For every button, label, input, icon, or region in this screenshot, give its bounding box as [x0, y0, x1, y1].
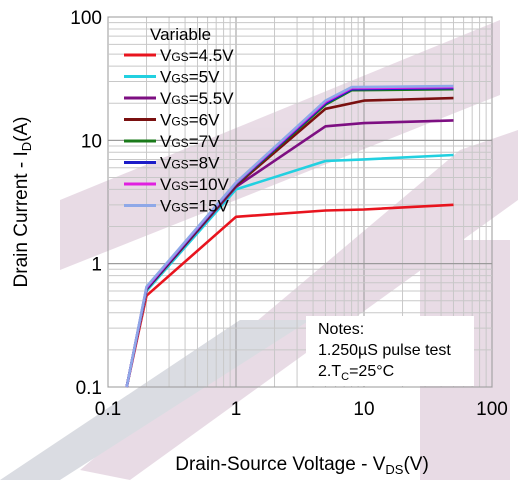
y-tick-label: 0.1: [76, 378, 102, 399]
legend-label-sub: GS: [171, 72, 188, 86]
legend-label-prefix: V: [160, 154, 172, 173]
legend-label-suffix: =15V: [189, 197, 230, 216]
x-axis-title-main: Drain-Source Voltage - V: [175, 454, 385, 475]
notes-line-2: 2.TC=25°C: [318, 363, 394, 383]
legend-label-suffix: =8V: [189, 154, 220, 173]
x-axis-title: Drain-Source Voltage - VDS(V): [175, 454, 429, 477]
legend-label-sub: GS: [171, 136, 188, 150]
legend-label-suffix: =4.5V: [189, 46, 235, 65]
legend-label-sub: GS: [171, 179, 188, 193]
notes-line-1: 1.250µS pulse test: [318, 342, 451, 359]
x-axis-title-sub: DS: [385, 462, 403, 477]
notes-background: [306, 316, 474, 386]
y-tick-label: 100: [70, 8, 102, 29]
legend-title: Variable: [150, 25, 211, 44]
x-tick-label: 1: [231, 399, 242, 420]
y-tick-label: 10: [81, 131, 102, 152]
legend-label-suffix: =10V: [189, 175, 230, 194]
legend-label: VGS=6V: [160, 111, 220, 130]
notes-title: Notes:: [318, 321, 364, 338]
series-lines: [125, 84, 454, 388]
legend: Variable VGS=4.5VVGS=5VVGS=5.5VVGS=6VVGS…: [124, 25, 234, 216]
notes-box: Notes: 1.250µS pulse test 2.TC=25°C: [306, 316, 474, 386]
legend-label: VGS=10V: [160, 175, 230, 194]
y-axis-title-suffix: (A): [11, 117, 32, 142]
notes-line-2-sub: C: [341, 371, 349, 383]
legend-label: VGS=7V: [160, 132, 220, 151]
legend-items: VGS=4.5VVGS=5VVGS=5.5VVGS=6VVGS=7VVGS=8V…: [124, 46, 234, 216]
legend-label: VGS=15V: [160, 197, 230, 216]
x-axis-title-suffix: (V): [403, 454, 428, 475]
legend-label: VGS=8V: [160, 154, 220, 173]
legend-label-suffix: =7V: [189, 132, 220, 151]
grid-lines: [107, 16, 493, 388]
legend-label-suffix: =5V: [189, 68, 220, 87]
x-tick-label: 0.1: [95, 399, 121, 420]
legend-label-prefix: V: [160, 197, 172, 216]
legend-label-sub: GS: [171, 93, 188, 107]
tick-labels: 0.1 1 10 100 0.1 1 10 100: [70, 8, 508, 420]
legend-label-sub: GS: [171, 50, 188, 64]
notes-line-2-prefix: 2.T: [318, 363, 341, 380]
legend-label: VGS=5.5V: [160, 89, 234, 108]
legend-label-prefix: V: [160, 175, 172, 194]
legend-label: VGS=4.5V: [160, 46, 234, 65]
y-axis-title-sub: D: [19, 142, 34, 151]
legend-label-suffix: =5.5V: [189, 89, 235, 108]
x-tick-label: 100: [476, 399, 508, 420]
legend-label-sub: GS: [171, 115, 188, 129]
legend-label-sub: GS: [171, 158, 188, 172]
y-axis-title-main: Drain Current - I: [11, 151, 32, 287]
series-line: [125, 84, 454, 388]
y-tick-label: 1: [91, 255, 102, 276]
legend-label-prefix: V: [160, 68, 172, 87]
legend-label-suffix: =6V: [189, 111, 220, 130]
legend-label-prefix: V: [160, 89, 172, 108]
legend-label-prefix: V: [160, 111, 172, 130]
legend-label-prefix: V: [160, 46, 172, 65]
legend-label: VGS=5V: [160, 68, 220, 87]
legend-label-prefix: V: [160, 132, 172, 151]
y-axis-title: Drain Current - ID(A): [11, 117, 34, 288]
notes-line-2-suffix: =25°C: [349, 363, 394, 380]
legend-label-sub: GS: [171, 201, 188, 215]
x-tick-label: 10: [353, 399, 374, 420]
